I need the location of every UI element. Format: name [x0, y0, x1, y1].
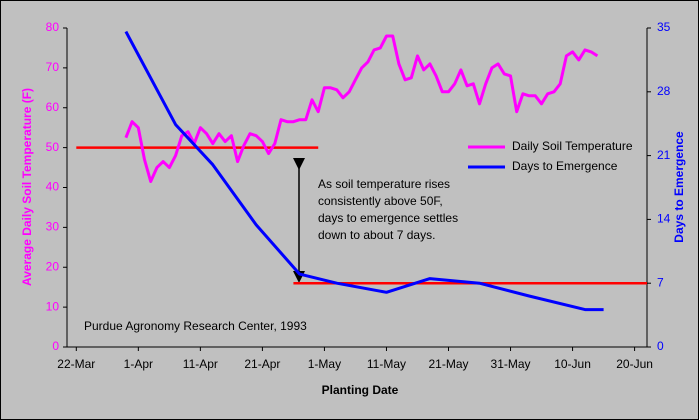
x-axis-label: Planting Date — [322, 383, 399, 397]
y2-tick-label: 0 — [657, 339, 664, 353]
y-tick-label: 20 — [46, 259, 60, 273]
x-tick-label: 11-May — [367, 357, 406, 371]
y-tick-label: 70 — [46, 60, 60, 74]
legend-label: Days to Emergence — [512, 159, 618, 173]
series-line — [124, 30, 604, 312]
y-tick-label: 30 — [46, 220, 60, 234]
source-note: Purdue Agronomy Research Center, 1993 — [84, 319, 307, 333]
y2-tick-label: 28 — [657, 84, 671, 98]
annotation: down to about 7 days. — [318, 228, 435, 242]
y-tick-label: 60 — [46, 100, 60, 114]
x-tick-label: 1-May — [308, 357, 341, 371]
y2-tick-label: 35 — [657, 20, 671, 34]
y-tick-label: 0 — [52, 339, 59, 353]
annotation: days to emergence settles — [318, 211, 458, 225]
y-tick-label: 10 — [46, 299, 60, 313]
x-tick-label: 22-Mar — [57, 357, 95, 371]
x-tick-label: 10-Jun — [554, 357, 591, 371]
y-axis-label: Average Daily Soil Temperature (F) — [20, 88, 34, 286]
y-tick-label: 40 — [46, 180, 60, 194]
x-tick-label: 21-Apr — [244, 357, 280, 371]
y-tick-label: 80 — [46, 20, 60, 34]
y2-tick-label: 14 — [657, 212, 671, 226]
y2-tick-label: 7 — [657, 275, 664, 289]
y-tick-label: 50 — [46, 140, 60, 154]
annotation: consistently above 50F, — [318, 194, 443, 208]
x-tick-label: 11-Apr — [183, 357, 218, 371]
legend-label: Daily Soil Temperature — [512, 139, 633, 153]
series-line — [124, 34, 599, 183]
y2-tick-label: 21 — [657, 148, 671, 162]
x-tick-label: 20-Jun — [616, 357, 653, 371]
x-tick-label: 1-Apr — [124, 357, 153, 371]
x-tick-label: 21-May — [428, 357, 468, 371]
y2-axis-label: Days to Emergence — [672, 131, 686, 243]
x-tick-label: 31-May — [491, 357, 531, 371]
annotation: As soil temperature rises — [318, 177, 450, 191]
